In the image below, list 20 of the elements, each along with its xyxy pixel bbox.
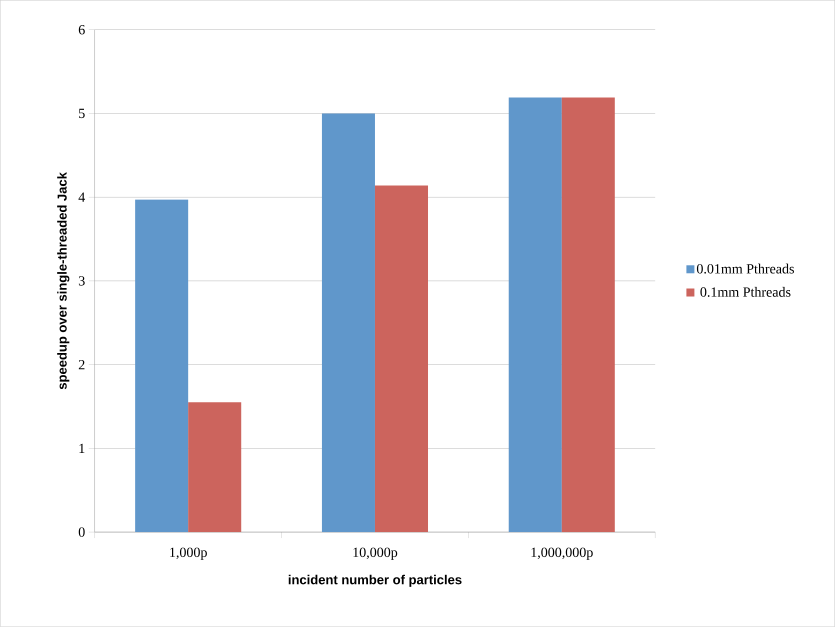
x-tick-label: 10,000p [353,548,398,560]
bar [322,114,375,532]
legend-label: 0.1mm Pthreads [700,286,790,297]
y-tick-label: 4 [78,192,86,202]
bar [135,200,188,532]
bar [508,98,562,532]
y-tick-label: 3 [78,276,85,286]
y-tick-label: 2 [78,360,84,370]
y-tick-label: 0 [78,527,85,537]
x-tick-label: 1,000,000p [531,548,593,560]
y-tick-label: 1 [79,444,84,454]
y-tick-label: 5 [79,108,85,118]
x-tick-label: 1,000p [170,548,207,560]
legend-label: 0.01mm Pthreads [696,264,794,274]
bar [374,186,428,532]
bar [188,402,242,532]
bar [562,98,615,532]
y-axis-title: speedup over single-threaded Jack [57,172,70,390]
y-tick-label: 6 [78,25,85,35]
x-axis-title: incident number of particles [288,574,462,587]
